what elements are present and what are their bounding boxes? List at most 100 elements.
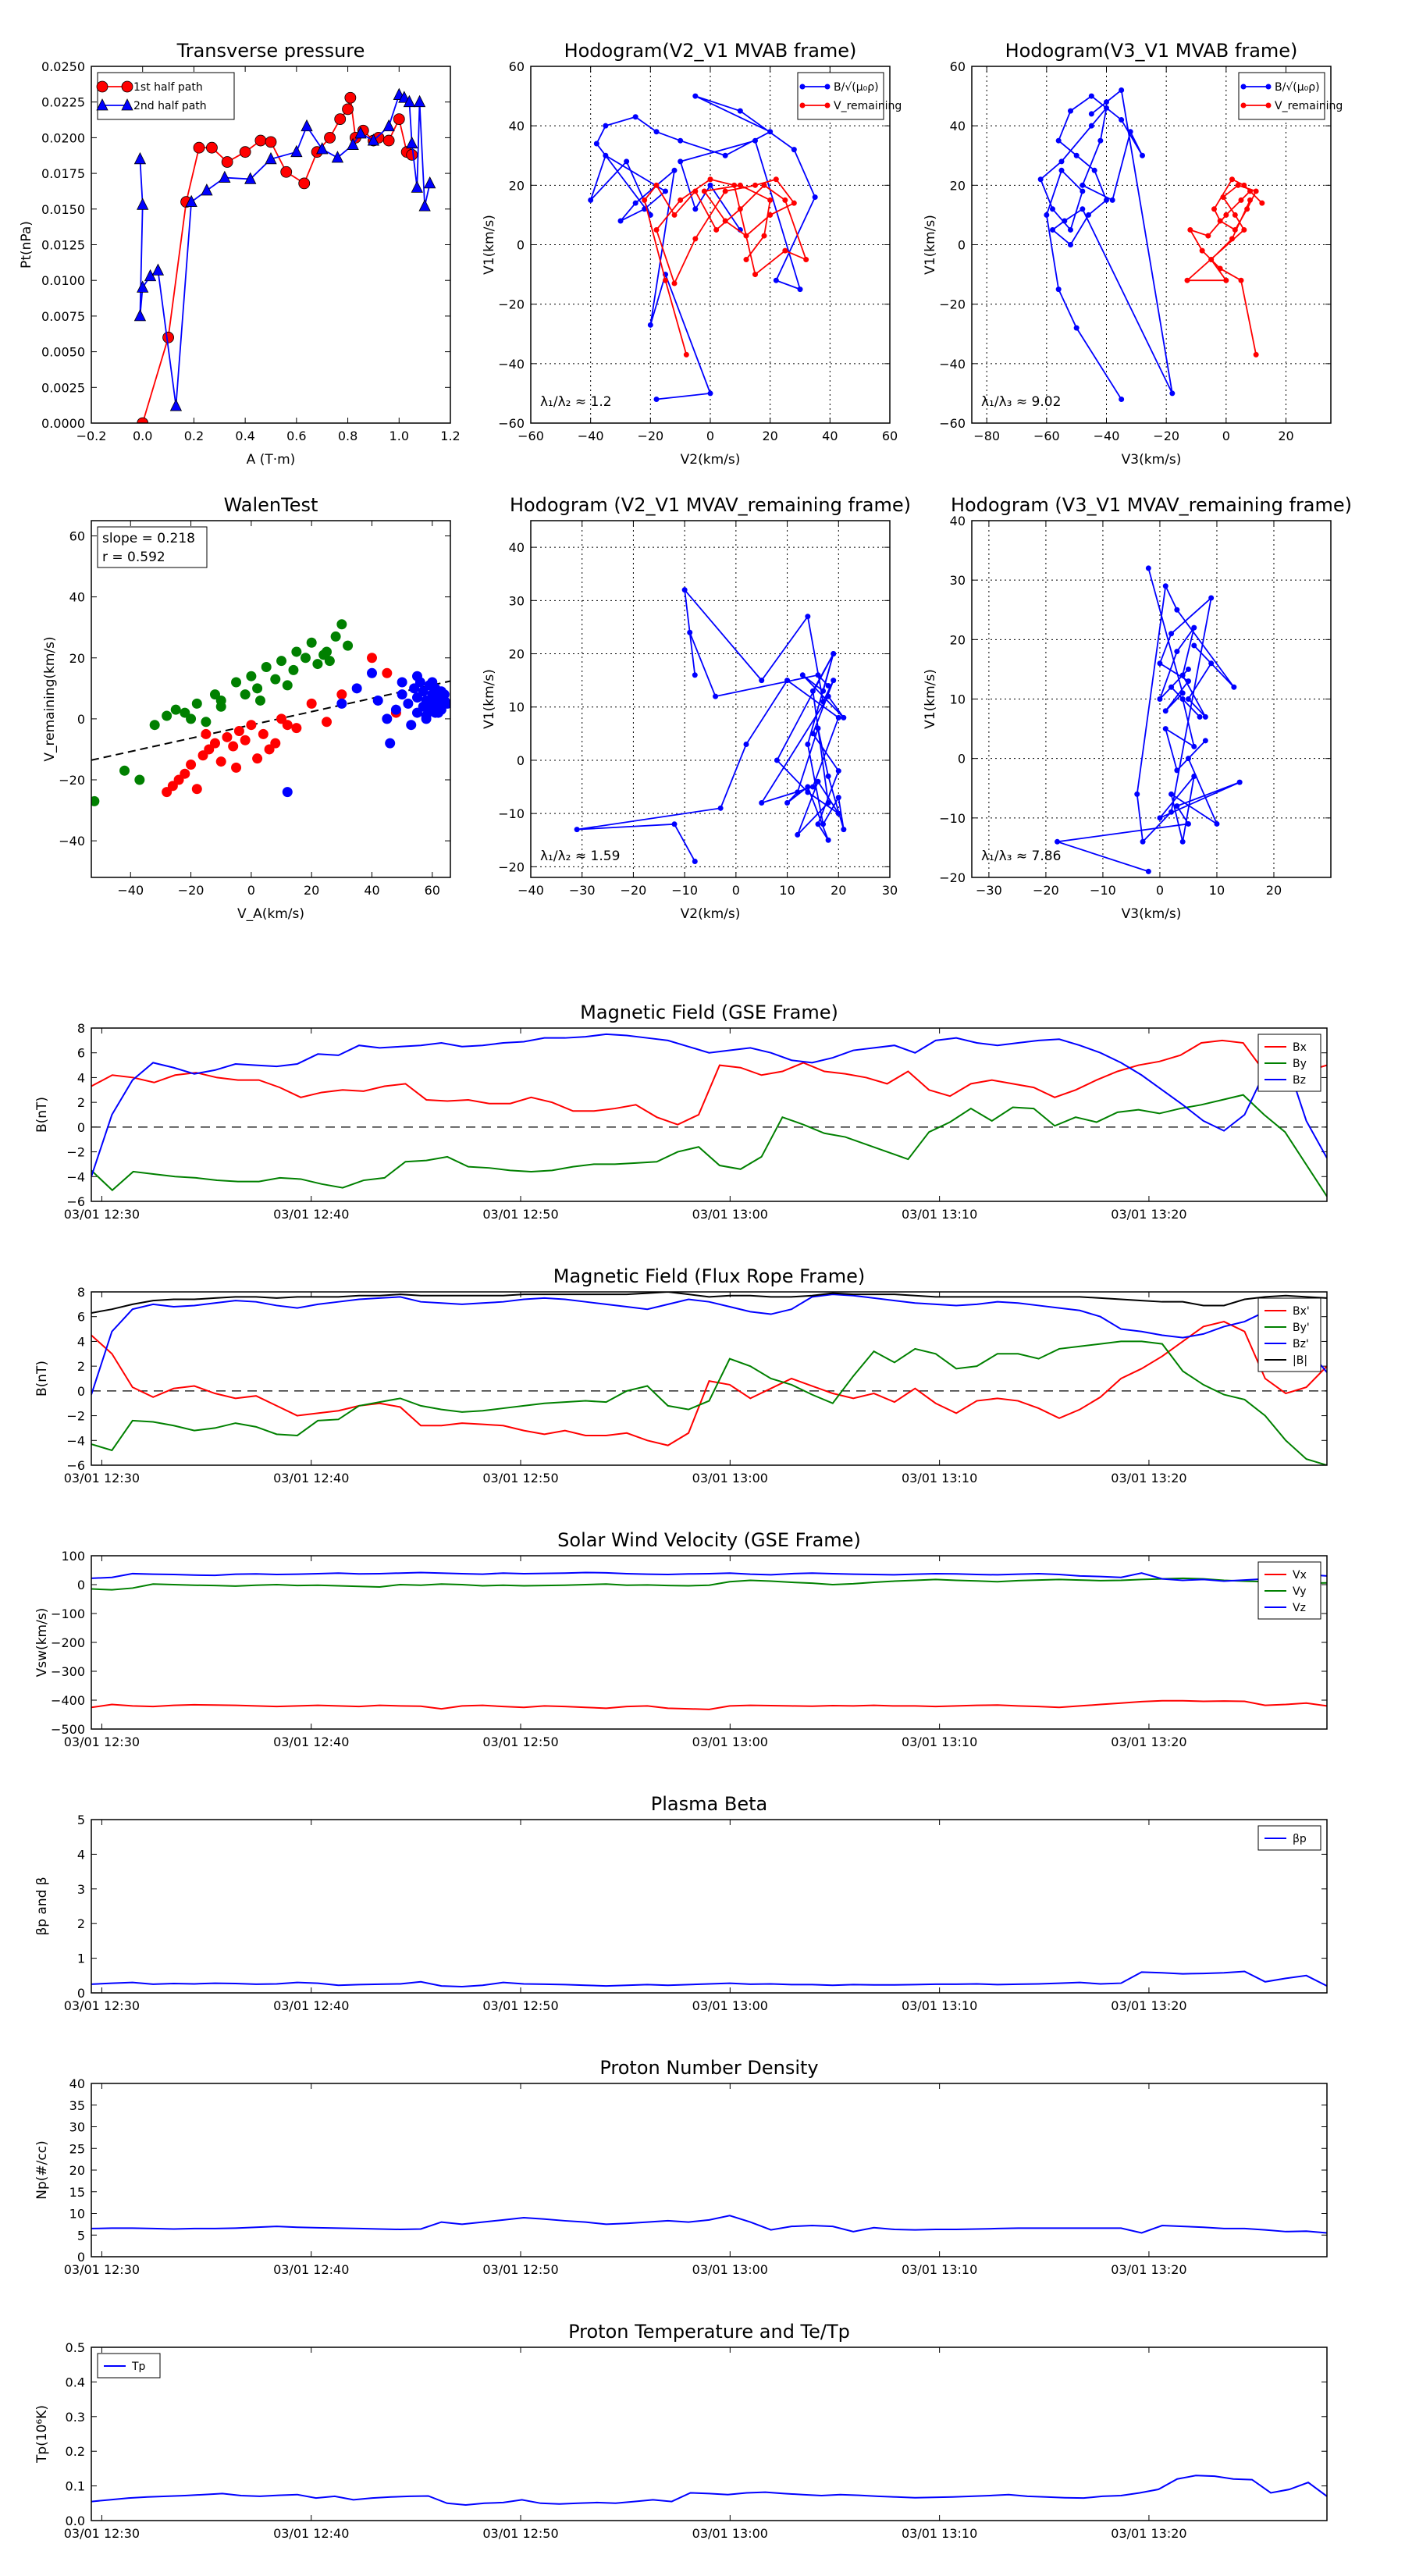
data-point <box>1058 167 1065 173</box>
y-tick-label: 0 <box>77 1986 85 2001</box>
series-line-Np <box>91 2215 1327 2234</box>
data-point <box>1157 696 1163 702</box>
data-point <box>282 680 293 691</box>
data-point <box>397 677 407 688</box>
x-tick-label: −60 <box>1033 429 1060 443</box>
legend: 1st half path 2nd half path <box>96 72 235 120</box>
y-tick-label: 4 <box>77 1334 85 1349</box>
series-line <box>141 98 413 423</box>
time-tick-label: 03/01 12:30 <box>64 2262 140 2277</box>
data-point <box>692 93 699 99</box>
data-point <box>647 322 653 328</box>
data-point <box>803 257 809 263</box>
legend: Tp <box>97 2353 161 2379</box>
y-tick-label: −10 <box>498 806 525 821</box>
legend: Vx Vy Vz <box>1257 1561 1321 1620</box>
series-line-|B| <box>91 1292 1327 1314</box>
data-point <box>185 194 197 208</box>
data-point <box>134 774 145 785</box>
data-point <box>1191 624 1197 631</box>
data-point <box>343 640 354 651</box>
plot-area <box>91 2475 1327 2507</box>
data-point <box>342 103 354 116</box>
chart-tp: −0.2 0.0 0.2 0.4 0.6 0.8 1.0 1.2 0.0000 0.0025 0.0… <box>19 40 461 468</box>
panel-title: Magnetic Field (Flux Rope Frame) <box>553 1265 865 1287</box>
data-point <box>1191 642 1197 649</box>
series-line-Vx <box>91 1699 1327 1710</box>
x-axis-label: V_A(km/s) <box>237 906 304 922</box>
plot-frame <box>530 66 891 424</box>
data-point <box>805 789 811 795</box>
series-0 <box>91 619 354 806</box>
y-tick-label: −4 <box>66 1433 85 1448</box>
time-tick-label: 03/01 12:40 <box>273 1471 349 1485</box>
legend-box <box>1238 72 1325 120</box>
y-axis-label: βp and β <box>34 1877 50 1935</box>
y-tick-label: 30 <box>509 593 525 608</box>
data-point <box>406 720 417 731</box>
data-point <box>222 731 233 742</box>
series-line-Bz <box>91 1033 1327 1177</box>
data-point <box>653 226 660 233</box>
y-axis-label: Vsw(km/s) <box>34 1608 50 1678</box>
data-point <box>1157 660 1163 667</box>
data-point <box>300 653 311 664</box>
series-1 <box>133 87 436 411</box>
x-axis-label: V3(km/s) <box>1122 452 1182 468</box>
x-axis-label: V3(km/s) <box>1122 906 1182 922</box>
time-tick-label: 03/01 13:20 <box>1111 1207 1186 1222</box>
data-point <box>835 714 841 720</box>
data-point <box>1253 188 1259 194</box>
eigenvalue-ratio: λ₁/λ₃ ≈ 9.02 <box>981 394 1061 410</box>
data-point <box>91 795 100 806</box>
time-tick-label: 03/01 13:00 <box>692 1735 768 1749</box>
x-tick-label: −40 <box>518 883 544 898</box>
data-point <box>206 141 218 154</box>
data-point <box>1208 595 1215 601</box>
y-axis-label: V1(km/s) <box>923 215 938 275</box>
time-tick-label: 03/01 13:00 <box>692 2262 768 2277</box>
data-point <box>632 200 638 206</box>
data-point <box>258 728 269 739</box>
data-point <box>215 756 226 767</box>
data-point <box>201 728 212 739</box>
legend-label: Vx <box>1293 1569 1307 1582</box>
series-line <box>1057 568 1240 873</box>
data-point <box>322 717 333 728</box>
data-point <box>825 773 831 779</box>
panel-beta: 03/01 12:30 03/01 12:40 03/01 12:50 03/01 1… <box>34 1793 1328 2013</box>
y-tick-label: 2 <box>77 1095 85 1110</box>
data-point <box>382 134 395 147</box>
data-point <box>1217 218 1223 224</box>
time-tick-label: 03/01 12:30 <box>64 1998 140 2013</box>
data-point <box>782 247 788 254</box>
data-point <box>334 113 347 126</box>
time-tick-label: 03/01 12:30 <box>64 1471 140 1485</box>
series-0 <box>574 587 847 865</box>
y-axis-label: Pt(nPa) <box>19 221 34 269</box>
x-tick-label: −10 <box>1090 883 1116 898</box>
x-axis-label: A (T·m) <box>247 452 296 468</box>
y-tick-label: −60 <box>939 416 966 431</box>
y-tick-label: 20 <box>69 651 85 666</box>
data-point <box>137 280 149 293</box>
data-point <box>239 146 251 158</box>
plot-frame <box>91 2083 1328 2258</box>
data-point <box>1241 182 1247 188</box>
data-point <box>1185 756 1191 762</box>
data-point <box>1091 167 1097 173</box>
legend-label: Tp <box>131 2361 146 2373</box>
plot-area <box>91 1970 1327 1988</box>
chart-title: Transverse pressure <box>176 40 365 62</box>
data-point <box>678 137 684 144</box>
data-point <box>1185 820 1191 827</box>
data-point <box>1037 176 1044 183</box>
data-point <box>795 831 801 838</box>
y-axis-label: V1(km/s) <box>923 669 938 729</box>
data-point <box>170 704 181 715</box>
data-point <box>809 731 816 737</box>
data-point <box>731 182 738 188</box>
data-point <box>1109 197 1115 203</box>
y-tick-label: −20 <box>498 297 525 312</box>
